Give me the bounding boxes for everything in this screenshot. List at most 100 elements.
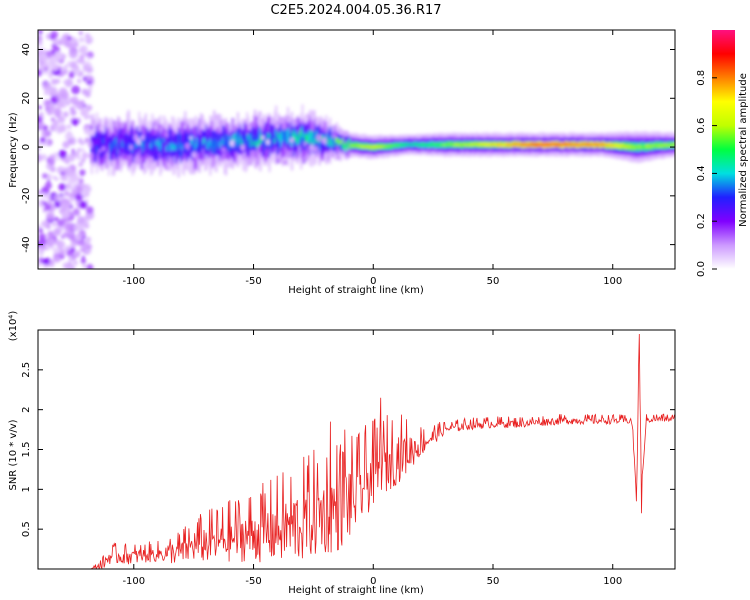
heatmap-cell [634, 145, 637, 150]
heatmap-cell [88, 244, 93, 249]
heatmap-cell [123, 143, 126, 150]
spectrogram-y-tick-label: 0 [21, 144, 32, 150]
heatmap-cell [344, 136, 348, 146]
heatmap-cell [181, 144, 184, 151]
heatmap-cell [510, 143, 514, 147]
heatmap-cell [431, 142, 435, 146]
heatmap-cell [343, 134, 346, 145]
heatmap-cell [359, 144, 362, 148]
heatmap-cell [579, 143, 582, 147]
heatmap-cell [52, 175, 57, 180]
heatmap-cell [472, 143, 475, 147]
heatmap-cell [285, 130, 288, 138]
heatmap-cell [283, 160, 289, 165]
heatmap-cell [663, 143, 666, 147]
heatmap-cell [541, 142, 544, 147]
heatmap-cell [427, 143, 431, 147]
heatmap-cell [448, 142, 452, 146]
heatmap-cell [180, 140, 183, 147]
heatmap-cell [182, 142, 186, 149]
heatmap-cell [188, 135, 193, 140]
heatmap-cell [165, 130, 168, 152]
heatmap-cell [394, 143, 398, 147]
heatmap-cell [261, 135, 266, 140]
heatmap-cell [67, 36, 72, 41]
heatmap-cell [83, 127, 91, 135]
heatmap-cell [301, 125, 304, 140]
heatmap-cell [71, 85, 81, 95]
heatmap-cell [309, 131, 312, 143]
heatmap-cell [80, 258, 87, 264]
heatmap-cell [200, 138, 203, 145]
heatmap-cell [71, 148, 75, 153]
heatmap-cell [69, 205, 73, 209]
heatmap-cell [149, 143, 153, 149]
heatmap-cell [303, 141, 308, 146]
heatmap-cell [160, 139, 163, 154]
heatmap-cell [255, 141, 258, 147]
heatmap-cell [421, 143, 424, 147]
heatmap-cell [153, 143, 157, 149]
heatmap-cell [78, 36, 85, 43]
colorbar-tick-label: 0.4 [696, 165, 707, 181]
heatmap-cell [238, 135, 241, 140]
heatmap-cell [69, 97, 74, 103]
heatmap-cell [71, 118, 79, 126]
heatmap-cell [79, 45, 88, 54]
heatmap-cell [321, 136, 324, 152]
heatmap-cell [637, 144, 640, 149]
heatmap-cell [301, 137, 304, 142]
heatmap-cell [564, 142, 568, 146]
snr-x-label: Height of straight line (km) [288, 585, 424, 596]
heatmap-cell [559, 143, 562, 147]
heatmap-cell [459, 143, 462, 147]
heatmap-cell [38, 250, 44, 256]
heatmap-cell [146, 138, 149, 148]
heatmap-cell [373, 145, 377, 149]
heatmap-cell [426, 143, 429, 147]
heatmap-cell [302, 132, 305, 139]
heatmap-cell [56, 218, 65, 227]
heatmap-cell [264, 136, 267, 147]
heatmap-cell [294, 134, 298, 142]
heatmap-cell [42, 173, 48, 179]
heatmap-cell [235, 136, 238, 144]
heatmap-cell [209, 139, 212, 146]
colorbar-tick-label: 0.8 [696, 70, 707, 86]
heatmap-cell [659, 144, 662, 148]
heatmap-cell [275, 129, 278, 141]
heatmap-cell [73, 42, 79, 48]
heatmap-cell [377, 145, 381, 149]
heatmap-cell [38, 30, 43, 35]
heatmap-cell [134, 142, 137, 150]
heatmap-cell [278, 159, 283, 164]
heatmap-cell [343, 141, 346, 149]
heatmap-cell [109, 143, 112, 152]
heatmap-cell [480, 143, 483, 147]
heatmap-cell [505, 142, 508, 146]
heatmap-cell [210, 141, 213, 149]
heatmap-cell [612, 143, 615, 148]
heatmap-cell [587, 142, 590, 146]
heatmap-cell [496, 143, 499, 147]
heatmap-cell [47, 103, 56, 112]
heatmap-cell [58, 149, 67, 159]
heatmap-cell [460, 143, 463, 147]
heatmap-cell [119, 143, 122, 149]
heatmap-cell [475, 142, 478, 146]
heatmap-cell [497, 143, 500, 147]
heatmap-cell [203, 137, 207, 143]
heatmap-cell [446, 143, 449, 147]
heatmap-cell [119, 136, 122, 147]
heatmap-cell [62, 262, 70, 269]
heatmap-cell [360, 145, 363, 149]
snr-y-tick-label: 1.5 [21, 442, 32, 458]
snr-x-tick-label: 50 [487, 576, 500, 587]
heatmap-cell [508, 142, 511, 146]
heatmap-cell [189, 138, 192, 157]
heatmap-cell [74, 250, 81, 258]
heatmap-cell [375, 144, 378, 148]
heatmap-cell [332, 134, 337, 138]
heatmap-cell [525, 143, 528, 147]
heatmap-cell [406, 143, 409, 147]
